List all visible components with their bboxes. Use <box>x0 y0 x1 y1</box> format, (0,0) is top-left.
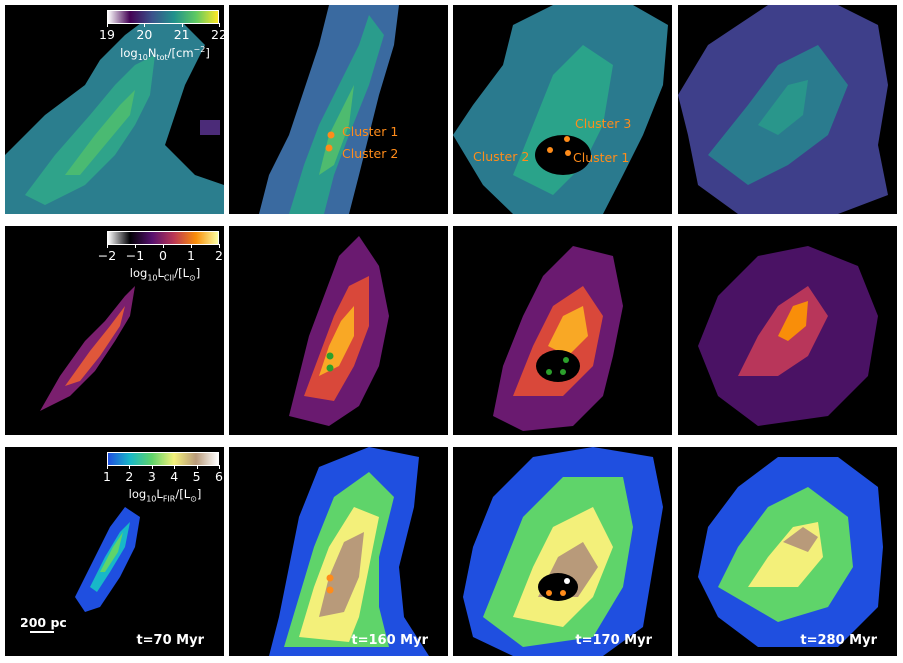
colorbar-tickmark <box>219 244 220 248</box>
scale-bar-label: 200 pc <box>20 615 67 630</box>
cluster-2-marker <box>325 144 333 152</box>
label-cluster-1: Cluster 1 <box>573 150 630 165</box>
colorbar-tick-label: 21 <box>173 27 190 42</box>
colorbar-tickmark <box>135 244 136 248</box>
label-cluster-2: Cluster 2 <box>473 149 530 164</box>
colorbar-tick-label: 2 <box>215 248 223 263</box>
cluster-2-marker <box>547 147 553 153</box>
cluster-1-marker <box>327 131 335 139</box>
colorbar-tick-label: 20 <box>136 27 153 42</box>
colorbar-tickmark <box>196 465 198 469</box>
colorbar-tick-label: 0 <box>159 248 167 263</box>
panel-cii-t70: −2 −1 0 1 2 log10LCII/[L⊙] <box>5 226 224 435</box>
panel-coldens-t70: 19 20 21 22 log10Ntot/[cm−2] <box>5 5 224 214</box>
panel-fir-t280: t=280 Myr <box>678 447 897 656</box>
cluster-2-marker <box>546 369 552 375</box>
colorbar-tick-label: −2 <box>97 248 117 263</box>
cii-colorbar <box>107 231 219 245</box>
colorbar-tick-label: 19 <box>99 27 115 42</box>
colorbar-tick-label: 4 <box>170 469 179 484</box>
panel-fir-t170: t=170 Myr <box>453 447 672 656</box>
cluster-2-marker <box>326 364 334 372</box>
cluster-1-marker <box>560 590 566 596</box>
time-label-t160: t=160 Myr <box>351 633 428 648</box>
fir-colorbar-label: log10LFIR/[L⊙] <box>128 487 202 504</box>
panel-fir-t160: t=160 Myr <box>229 447 448 656</box>
coldens-colorbar <box>107 10 219 24</box>
cii-map-t70 <box>40 286 135 411</box>
colorbar-tick-label: −1 <box>125 248 145 263</box>
colorbar-tick-label: 5 <box>192 469 201 484</box>
panel-coldens-t170: Cluster 3 Cluster 2 Cluster 1 <box>453 5 672 214</box>
colorbar-tickmark <box>107 465 108 469</box>
coldens-map-t170 <box>453 5 668 214</box>
colorbar-tickmark <box>174 465 176 469</box>
colorbar-tickmark <box>129 465 131 469</box>
colorbar-tick-label: 2 <box>125 469 134 484</box>
colorbar-tickmark <box>107 23 108 27</box>
cluster-1-marker <box>326 574 334 582</box>
cluster-2-marker <box>546 590 552 596</box>
colorbar-tickmark <box>219 23 220 27</box>
time-label-t170: t=170 Myr <box>575 633 652 648</box>
colorbar-tick-label: 22 <box>211 27 224 42</box>
cluster-1-marker <box>560 369 566 375</box>
fir-colorbar <box>107 452 219 466</box>
colorbar-tickmark <box>144 23 146 27</box>
fir-map-t70 <box>75 507 140 612</box>
fir-map-t160 <box>269 447 429 656</box>
cluster-1-marker <box>326 352 334 360</box>
label-cluster-3: Cluster 3 <box>575 116 632 131</box>
label-cluster-2: Cluster 2 <box>342 146 399 161</box>
colorbar-tick-label: 1 <box>103 469 111 484</box>
coldens-colorbar-ticks: 19 20 21 22 <box>99 23 224 43</box>
colorbar-tickmark <box>181 23 183 27</box>
cii-map-t280 <box>698 246 878 426</box>
panel-cii-t160 <box>229 226 448 435</box>
cluster-3-marker <box>563 357 569 363</box>
cii-map-t160 <box>289 236 389 426</box>
cii-map-t170 <box>493 246 623 431</box>
colorbar-tickmark <box>191 244 192 248</box>
cluster-3-marker <box>564 578 570 584</box>
cii-colorbar-ticks: −2 −1 0 1 2 <box>98 244 223 264</box>
coldens-map-t280 <box>678 5 888 214</box>
colorbar-tick-label: 6 <box>215 469 223 484</box>
cii-colorbar-label: log10LCII/[L⊙] <box>129 266 201 283</box>
panel-cii-t170 <box>453 226 672 435</box>
cluster-1-marker <box>565 150 571 156</box>
time-label-t280: t=280 Myr <box>800 633 877 648</box>
time-label-t70: t=70 Myr <box>136 633 204 648</box>
scale-bar <box>30 631 54 633</box>
coldens-map-t160 <box>259 5 399 214</box>
colorbar-tickmark <box>151 465 153 469</box>
coldens-colorbar-label: log10Ntot/[cm−2] <box>120 45 210 63</box>
coldens-map-t70 <box>5 15 224 214</box>
colorbar-tickmark <box>107 244 108 248</box>
colorbar-tick-label: 3 <box>147 469 156 484</box>
cluster-3-marker <box>564 136 570 142</box>
colorbar-tickmark <box>219 465 220 469</box>
panel-cii-t280 <box>678 226 897 435</box>
cluster-2-marker <box>326 586 334 594</box>
label-cluster-1: Cluster 1 <box>342 124 399 139</box>
panel-coldens-t160: Cluster 1 Cluster 2 <box>229 5 448 214</box>
panel-coldens-t280 <box>678 5 897 214</box>
fir-map-t280 <box>698 457 883 647</box>
colorbar-tick-label: 1 <box>187 248 195 263</box>
colorbar-tickmark <box>163 244 164 248</box>
fir-map-t170 <box>463 447 663 656</box>
